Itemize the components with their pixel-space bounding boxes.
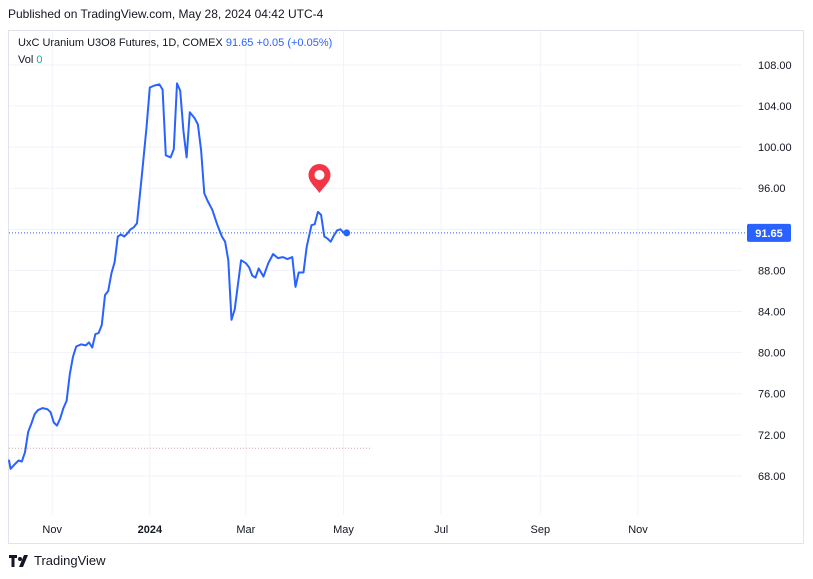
- y-tick-label: 68.00: [758, 471, 786, 483]
- tradingview-branding[interactable]: TradingView: [9, 553, 106, 568]
- legend-symbol: UxC Uranium U3O8 Futures, 1D, COMEX: [18, 37, 223, 49]
- price-series-line: [8, 82, 348, 470]
- x-tick-label: Mar: [236, 524, 255, 536]
- y-tick-label: 80.00: [758, 348, 786, 360]
- location-pin-icon[interactable]: [308, 163, 331, 193]
- legend-row-symbol: UxC Uranium U3O8 Futures, 1D, COMEX 91.6…: [18, 35, 332, 52]
- last-price-badge: [747, 223, 791, 242]
- y-tick-label: 76.00: [758, 389, 786, 401]
- published-caption: Published on TradingView.com, May 28, 20…: [8, 7, 324, 21]
- y-tick-label: 84.00: [758, 307, 786, 319]
- x-tick-label: 2024: [138, 524, 163, 536]
- legend-last-price: 91.65: [225, 37, 254, 49]
- y-tick-label: 100.00: [758, 142, 792, 154]
- y-tick-label: 108.00: [758, 60, 792, 72]
- x-tick-label: Nov: [628, 524, 648, 536]
- chart-frame: [8, 30, 804, 544]
- footer-brand-label: TradingView: [34, 553, 106, 568]
- last-point-dot: [343, 229, 351, 237]
- x-tick-label: Nov: [42, 524, 62, 536]
- x-tick-label: May: [333, 524, 354, 536]
- x-tick-label: Sep: [531, 524, 551, 536]
- x-tick-label: Jul: [434, 524, 448, 536]
- last-price-badge-label: 91.65: [755, 228, 783, 240]
- y-tick-label: 72.00: [758, 430, 786, 442]
- marker-pin-hole: [314, 169, 325, 180]
- legend-change: +0.05 (+0.05%): [256, 37, 333, 49]
- legend-vol-label: Vol: [18, 54, 34, 66]
- tradingview-logo-icon: [9, 554, 28, 567]
- legend-row-volume: Vol 0: [18, 52, 332, 69]
- legend-vol-value: 0: [36, 54, 43, 66]
- chart-legend: UxC Uranium U3O8 Futures, 1D, COMEX 91.6…: [18, 35, 332, 69]
- y-tick-label: 96.00: [758, 183, 786, 195]
- y-tick-label: 88.00: [758, 265, 786, 277]
- y-tick-label: 104.00: [758, 101, 792, 113]
